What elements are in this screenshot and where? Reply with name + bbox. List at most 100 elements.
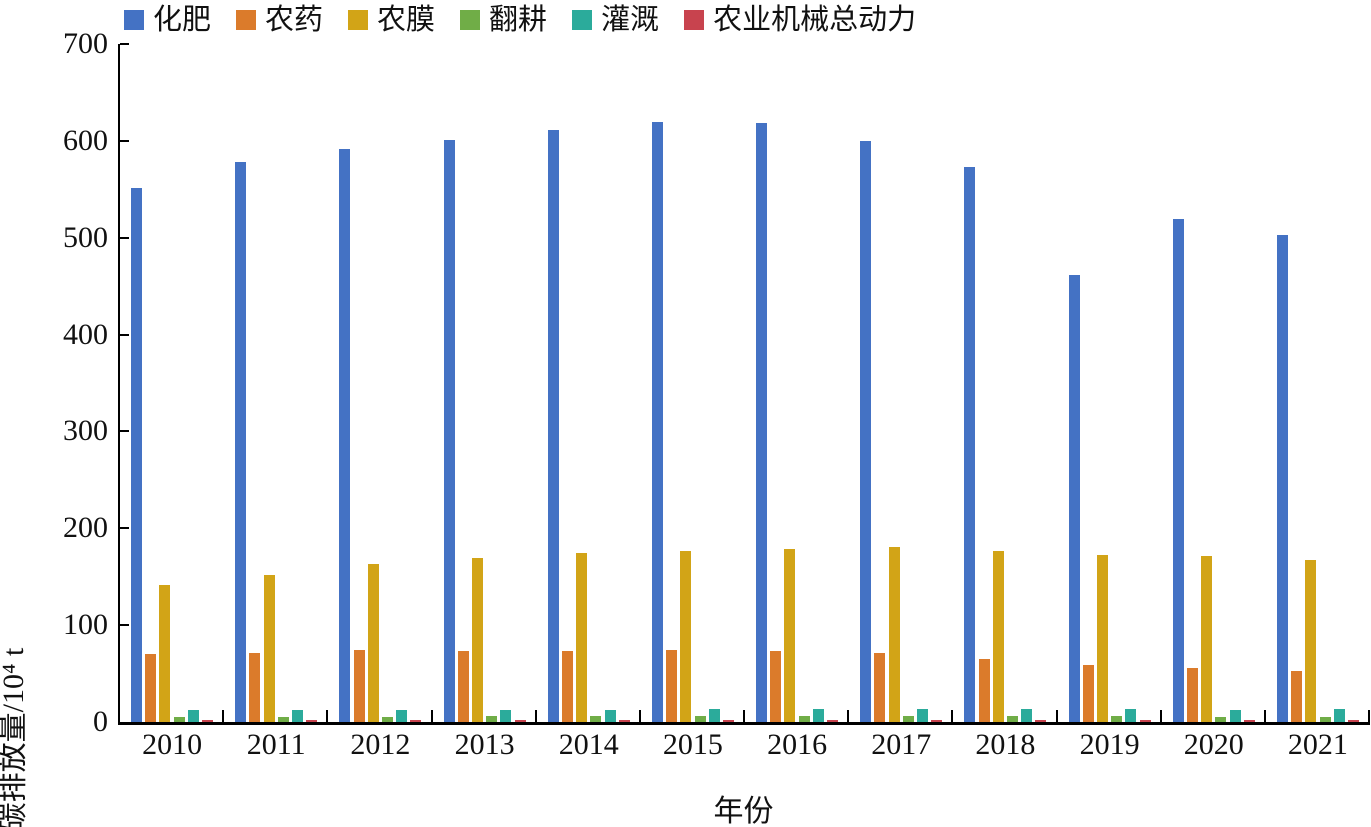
x-category-label-2014: 2014 xyxy=(558,728,619,761)
bar-tillage-2021 xyxy=(1319,717,1331,722)
bar-machinery-power-2013 xyxy=(514,720,526,722)
x-category-label-2020: 2020 xyxy=(1183,728,1244,761)
bar-fertilizer-2012 xyxy=(339,148,351,722)
bar-fertilizer-2010 xyxy=(131,188,143,722)
legend-swatch-tillage xyxy=(460,10,481,30)
bar-irrigation-2014 xyxy=(604,710,616,722)
y-tick-label-600: 600 xyxy=(63,123,108,157)
bar-irrigation-2019 xyxy=(1125,709,1137,722)
bar-agri-film-2018 xyxy=(992,550,1004,722)
y-tick-700 xyxy=(120,43,129,45)
bar-machinery-power-2012 xyxy=(410,720,422,722)
bar-irrigation-2016 xyxy=(812,709,824,722)
bar-machinery-power-2015 xyxy=(722,720,734,722)
bar-pesticide-2014 xyxy=(561,651,573,722)
legend-item-agri-film: 农膜 xyxy=(348,5,435,35)
x-category-label-2016: 2016 xyxy=(767,728,828,761)
bar-machinery-power-2018 xyxy=(1035,720,1047,722)
bar-tillage-2017 xyxy=(902,716,914,722)
bar-fertilizer-2021 xyxy=(1276,234,1288,722)
bar-fertilizer-2014 xyxy=(547,130,559,722)
bar-pesticide-2012 xyxy=(353,650,365,722)
bar-pesticide-2011 xyxy=(249,653,261,722)
bar-agri-film-2012 xyxy=(367,564,379,722)
bar-irrigation-2012 xyxy=(396,710,408,722)
bar-fertilizer-2013 xyxy=(443,139,455,722)
bar-tillage-2010 xyxy=(173,717,185,722)
x-axis-title-row: 年份 xyxy=(0,786,1371,827)
bar-fertilizer-2015 xyxy=(651,121,663,722)
x-tick-3 xyxy=(430,710,433,722)
chart-legend: 化肥 农药 农膜 翻耕 灌溉 农业机械总动力 xyxy=(124,2,916,38)
bar-agri-film-2021 xyxy=(1305,560,1317,722)
bar-machinery-power-2014 xyxy=(618,720,630,722)
x-category-label-2021: 2021 xyxy=(1287,728,1348,761)
legend-swatch-pesticide xyxy=(236,10,257,30)
bar-pesticide-2018 xyxy=(978,659,990,722)
bar-pesticide-2015 xyxy=(666,650,678,722)
bar-fertilizer-2020 xyxy=(1172,219,1184,722)
legend-label-pesticide: 农药 xyxy=(265,3,324,36)
x-axis-title: 年份 xyxy=(713,795,774,827)
bar-machinery-power-2010 xyxy=(202,720,214,722)
y-tick-label-700: 700 xyxy=(63,27,108,60)
bar-tillage-2020 xyxy=(1215,717,1227,722)
x-category-label-2012: 2012 xyxy=(350,728,411,761)
bar-pesticide-2017 xyxy=(874,653,886,722)
bar-irrigation-2010 xyxy=(187,710,199,722)
bar-pesticide-2010 xyxy=(145,654,157,722)
legend-label-tillage: 翻耕 xyxy=(489,3,548,36)
x-tick-12 xyxy=(1368,710,1370,722)
bar-pesticide-2013 xyxy=(457,651,469,722)
legend-swatch-irrigation xyxy=(572,10,593,30)
bar-tillage-2014 xyxy=(590,716,602,722)
y-tick-label-500: 500 xyxy=(63,220,108,254)
x-tick-2 xyxy=(326,710,329,722)
legend-label-irrigation: 灌溉 xyxy=(601,3,660,36)
y-tick-600 xyxy=(120,139,129,142)
bar-agri-film-2015 xyxy=(680,550,692,722)
x-tick-7 xyxy=(847,710,850,722)
y-tick-label-0: 0 xyxy=(93,705,108,738)
legend-swatch-machinery-power xyxy=(684,10,705,30)
y-tick-500 xyxy=(120,236,129,239)
y-tick-400 xyxy=(120,333,129,336)
bar-fertilizer-2016 xyxy=(756,123,768,722)
bar-agri-film-2019 xyxy=(1096,555,1108,722)
y-tick-label-200: 200 xyxy=(63,511,108,545)
bar-machinery-power-2019 xyxy=(1139,720,1151,722)
bar-fertilizer-2011 xyxy=(235,162,247,722)
bar-tillage-2015 xyxy=(694,716,706,722)
bar-agri-film-2017 xyxy=(888,546,900,722)
bar-tillage-2013 xyxy=(486,716,498,722)
bar-tillage-2011 xyxy=(277,717,289,722)
x-tick-6 xyxy=(743,710,745,722)
y-tick-100 xyxy=(120,624,129,627)
bar-machinery-power-2020 xyxy=(1243,720,1255,722)
bar-machinery-power-2017 xyxy=(931,720,943,722)
bar-fertilizer-2017 xyxy=(860,140,872,722)
plot-area: 0 100 200 300 400 500 600 700 2010 2011 2012 2013 20… xyxy=(63,29,1370,760)
bar-tillage-2018 xyxy=(1007,716,1019,722)
x-category-label-2015: 2015 xyxy=(662,728,723,761)
legend-swatch-fertilizer xyxy=(124,10,144,30)
bar-irrigation-2021 xyxy=(1333,709,1345,722)
legend-item-fertilizer: 化肥 xyxy=(124,5,211,35)
bar-irrigation-2020 xyxy=(1229,710,1241,722)
legend-item-pesticide: 农药 xyxy=(236,3,324,36)
bar-pesticide-2016 xyxy=(770,651,782,722)
x-tick-9 xyxy=(1055,710,1058,722)
bar-agri-film-2011 xyxy=(263,574,275,722)
legend-swatch-agri-film xyxy=(348,10,369,30)
bar-irrigation-2017 xyxy=(917,709,929,722)
x-tick-10 xyxy=(1159,710,1162,722)
y-tick-200 xyxy=(120,527,129,530)
bar-tillage-2012 xyxy=(382,717,394,722)
bar-fertilizer-2018 xyxy=(964,167,976,722)
bar-agri-film-2013 xyxy=(471,558,483,722)
x-tick-8 xyxy=(951,710,954,722)
bar-machinery-power-2016 xyxy=(827,720,839,722)
y-tick-300 xyxy=(120,430,129,433)
x-category-label-2013: 2013 xyxy=(454,728,515,761)
